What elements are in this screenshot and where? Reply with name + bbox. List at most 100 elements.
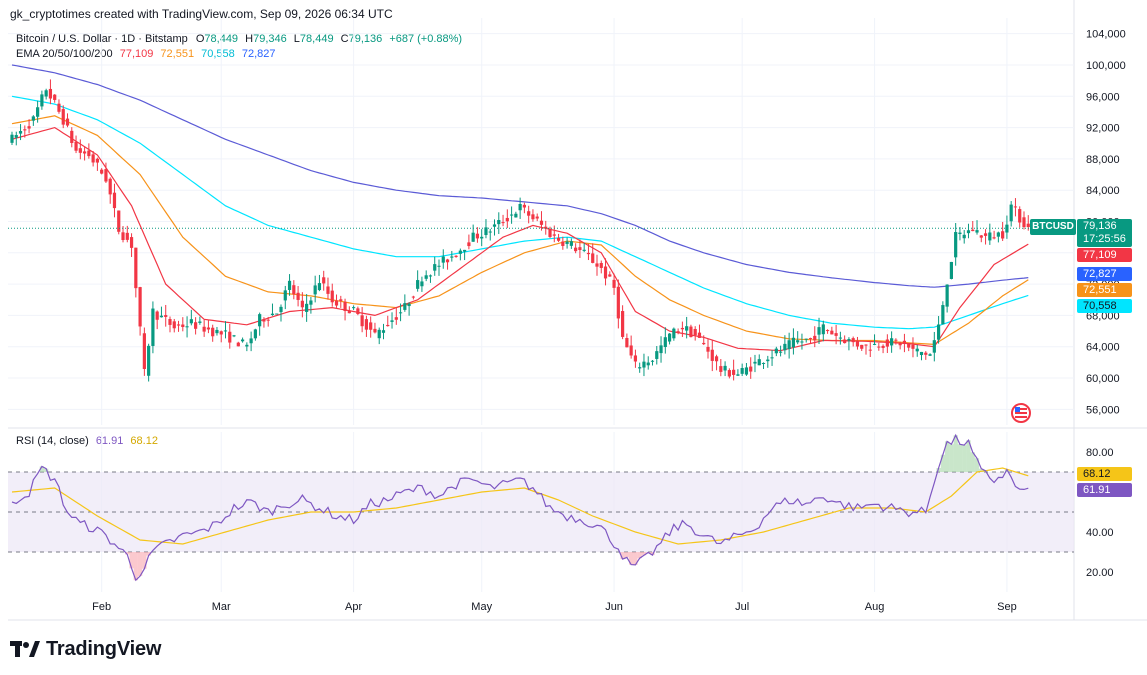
candle-body	[710, 349, 714, 361]
candle-body	[95, 158, 99, 163]
candle-body	[885, 339, 889, 347]
candle-body	[176, 324, 181, 326]
rsi-legend: RSI (14, close) 61.91 68.12	[16, 435, 158, 447]
candle-body	[44, 90, 48, 97]
candle-body	[616, 286, 620, 319]
brand-logo[interactable]: TradingView	[10, 636, 161, 662]
candle-body	[791, 337, 796, 348]
candle-body	[258, 314, 262, 327]
candle-body	[685, 326, 689, 331]
candle-body	[488, 231, 492, 233]
candle-body	[398, 312, 403, 314]
candle-body	[548, 228, 552, 237]
candle-body	[941, 305, 945, 325]
candle-body	[505, 217, 509, 222]
candle-body	[928, 354, 932, 356]
candle-body	[663, 337, 667, 347]
candle-body	[138, 287, 142, 327]
candle-body	[732, 369, 736, 375]
candle-body	[766, 359, 770, 362]
candle-body	[445, 259, 450, 263]
candle-body	[638, 367, 642, 369]
candle-body	[27, 126, 31, 129]
candle-body	[902, 340, 907, 344]
candle-body	[497, 220, 501, 225]
candle-body	[676, 331, 680, 333]
candle-body	[373, 328, 377, 333]
candle-body	[975, 230, 979, 233]
us-flag-icon[interactable]	[1011, 403, 1031, 423]
candle-body	[514, 213, 518, 218]
candle-body	[428, 275, 433, 277]
candle-body	[339, 299, 343, 301]
candle-body	[326, 286, 330, 294]
candle-body	[287, 280, 292, 290]
candle-body	[416, 280, 420, 289]
candle-body	[245, 344, 249, 347]
rsi-value: 61.91	[95, 435, 124, 447]
candle-body	[890, 338, 894, 346]
countdown-timer: 17:25:56	[1083, 233, 1126, 245]
candle-body	[719, 366, 723, 372]
candle-body	[369, 322, 373, 330]
candle-body	[334, 300, 339, 306]
candle-body	[270, 313, 275, 316]
ticker-tag: BTCUSD	[1030, 219, 1076, 235]
candle-body	[591, 253, 595, 263]
candle-body	[189, 319, 193, 324]
candle-body	[595, 263, 599, 267]
candle-body	[855, 341, 860, 347]
candle-body	[667, 333, 672, 342]
candle-body	[82, 151, 87, 154]
candle-body	[659, 345, 663, 354]
month-tick-label: Aug	[865, 601, 885, 613]
candle-body	[1018, 209, 1022, 223]
candle-body	[629, 345, 633, 356]
candle-body	[91, 154, 95, 163]
month-tick-label: Jun	[605, 601, 623, 613]
candle-body	[420, 281, 424, 287]
candle-body	[706, 346, 710, 352]
ema-50-tag: 72,551	[1077, 283, 1132, 297]
candle-body	[31, 116, 35, 121]
price-tick-label: 68,000	[1086, 310, 1120, 322]
candle-body	[642, 361, 646, 368]
candle-body	[198, 321, 202, 323]
ema-200-line	[11, 64, 1029, 288]
candle-body	[240, 339, 245, 342]
candle-body	[945, 284, 949, 307]
candle-body	[347, 310, 351, 314]
price-tick-label: 84,000	[1086, 185, 1120, 197]
candle-body	[53, 94, 57, 100]
candle-body	[919, 351, 924, 356]
candle-body	[117, 210, 121, 232]
candle-body	[463, 249, 467, 252]
candle-body	[535, 216, 539, 219]
candle-body	[753, 361, 757, 364]
candle-body	[672, 328, 676, 339]
candle-body	[689, 326, 693, 338]
candle-body	[1005, 224, 1009, 233]
candle-body	[275, 313, 279, 315]
price-tick-label: 104,000	[1086, 29, 1126, 41]
candle-body	[61, 109, 65, 125]
candle-body	[57, 103, 61, 112]
open-label: O	[195, 33, 205, 45]
candle-body	[574, 247, 578, 252]
candle-body	[206, 327, 211, 330]
rsi-ma-value: 68.12	[130, 435, 158, 447]
candle-body	[403, 303, 407, 310]
candle-body	[433, 264, 437, 271]
candle-body	[484, 227, 488, 236]
candle-body	[394, 317, 398, 320]
candle-body	[954, 232, 958, 258]
tradingview-logo-icon	[10, 641, 40, 657]
candle-body	[650, 360, 655, 362]
candle-body	[539, 220, 544, 225]
candle-body	[804, 338, 808, 340]
candle-body	[779, 351, 783, 353]
candle-body	[501, 222, 505, 224]
candle-body	[10, 134, 14, 143]
candle-body	[586, 252, 591, 255]
